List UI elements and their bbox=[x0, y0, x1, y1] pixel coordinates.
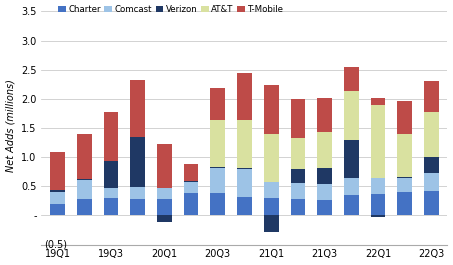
Bar bbox=[344, 140, 359, 178]
Bar bbox=[264, 134, 279, 182]
Bar bbox=[317, 184, 332, 200]
Text: (0.5): (0.5) bbox=[44, 240, 67, 250]
Bar bbox=[210, 120, 225, 167]
Bar bbox=[264, 85, 279, 134]
Bar bbox=[371, 98, 386, 105]
Bar bbox=[237, 73, 252, 120]
Bar bbox=[344, 195, 359, 215]
Bar bbox=[344, 178, 359, 195]
Bar bbox=[290, 199, 305, 215]
Bar bbox=[397, 101, 412, 134]
Bar bbox=[104, 161, 118, 188]
Bar bbox=[264, 215, 279, 232]
Bar bbox=[317, 98, 332, 132]
Legend: Charter, Comcast, Verizon, AT&T, T-Mobile: Charter, Comcast, Verizon, AT&T, T-Mobil… bbox=[58, 5, 284, 14]
Bar bbox=[424, 81, 439, 112]
Bar bbox=[157, 144, 172, 188]
Bar bbox=[210, 193, 225, 215]
Bar bbox=[210, 167, 225, 168]
Bar bbox=[371, 105, 386, 178]
Bar bbox=[237, 197, 252, 215]
Bar bbox=[77, 179, 92, 180]
Bar bbox=[157, 215, 172, 222]
Bar bbox=[290, 183, 305, 199]
Bar bbox=[290, 139, 305, 169]
Bar bbox=[371, 178, 386, 194]
Bar bbox=[104, 198, 118, 215]
Y-axis label: Net Adds (millions): Net Adds (millions) bbox=[5, 79, 15, 171]
Bar bbox=[130, 80, 145, 137]
Bar bbox=[130, 137, 145, 187]
Bar bbox=[77, 134, 92, 179]
Bar bbox=[317, 132, 332, 168]
Bar bbox=[157, 188, 172, 198]
Bar bbox=[424, 157, 439, 174]
Bar bbox=[50, 152, 65, 190]
Bar bbox=[157, 198, 172, 215]
Bar bbox=[424, 174, 439, 191]
Bar bbox=[130, 199, 145, 215]
Bar bbox=[424, 112, 439, 157]
Bar bbox=[397, 134, 412, 177]
Bar bbox=[184, 193, 198, 215]
Bar bbox=[184, 181, 198, 182]
Bar bbox=[50, 192, 65, 204]
Bar bbox=[50, 204, 65, 215]
Bar bbox=[264, 182, 279, 198]
Bar bbox=[184, 164, 198, 181]
Bar bbox=[397, 178, 412, 192]
Bar bbox=[237, 169, 252, 197]
Bar bbox=[290, 169, 305, 183]
Bar bbox=[237, 120, 252, 168]
Bar bbox=[237, 168, 252, 169]
Bar bbox=[210, 168, 225, 193]
Bar bbox=[50, 190, 65, 192]
Bar bbox=[371, 194, 386, 215]
Bar bbox=[77, 180, 92, 199]
Bar bbox=[77, 199, 92, 215]
Bar bbox=[397, 192, 412, 215]
Bar bbox=[104, 112, 118, 161]
Bar bbox=[397, 177, 412, 178]
Bar bbox=[130, 187, 145, 199]
Bar bbox=[344, 67, 359, 91]
Bar bbox=[290, 99, 305, 139]
Bar bbox=[264, 198, 279, 215]
Bar bbox=[317, 168, 332, 184]
Bar bbox=[210, 88, 225, 120]
Bar bbox=[317, 200, 332, 215]
Bar bbox=[371, 215, 386, 217]
Bar bbox=[344, 91, 359, 140]
Bar bbox=[184, 182, 198, 193]
Bar bbox=[104, 188, 118, 198]
Bar bbox=[424, 191, 439, 215]
